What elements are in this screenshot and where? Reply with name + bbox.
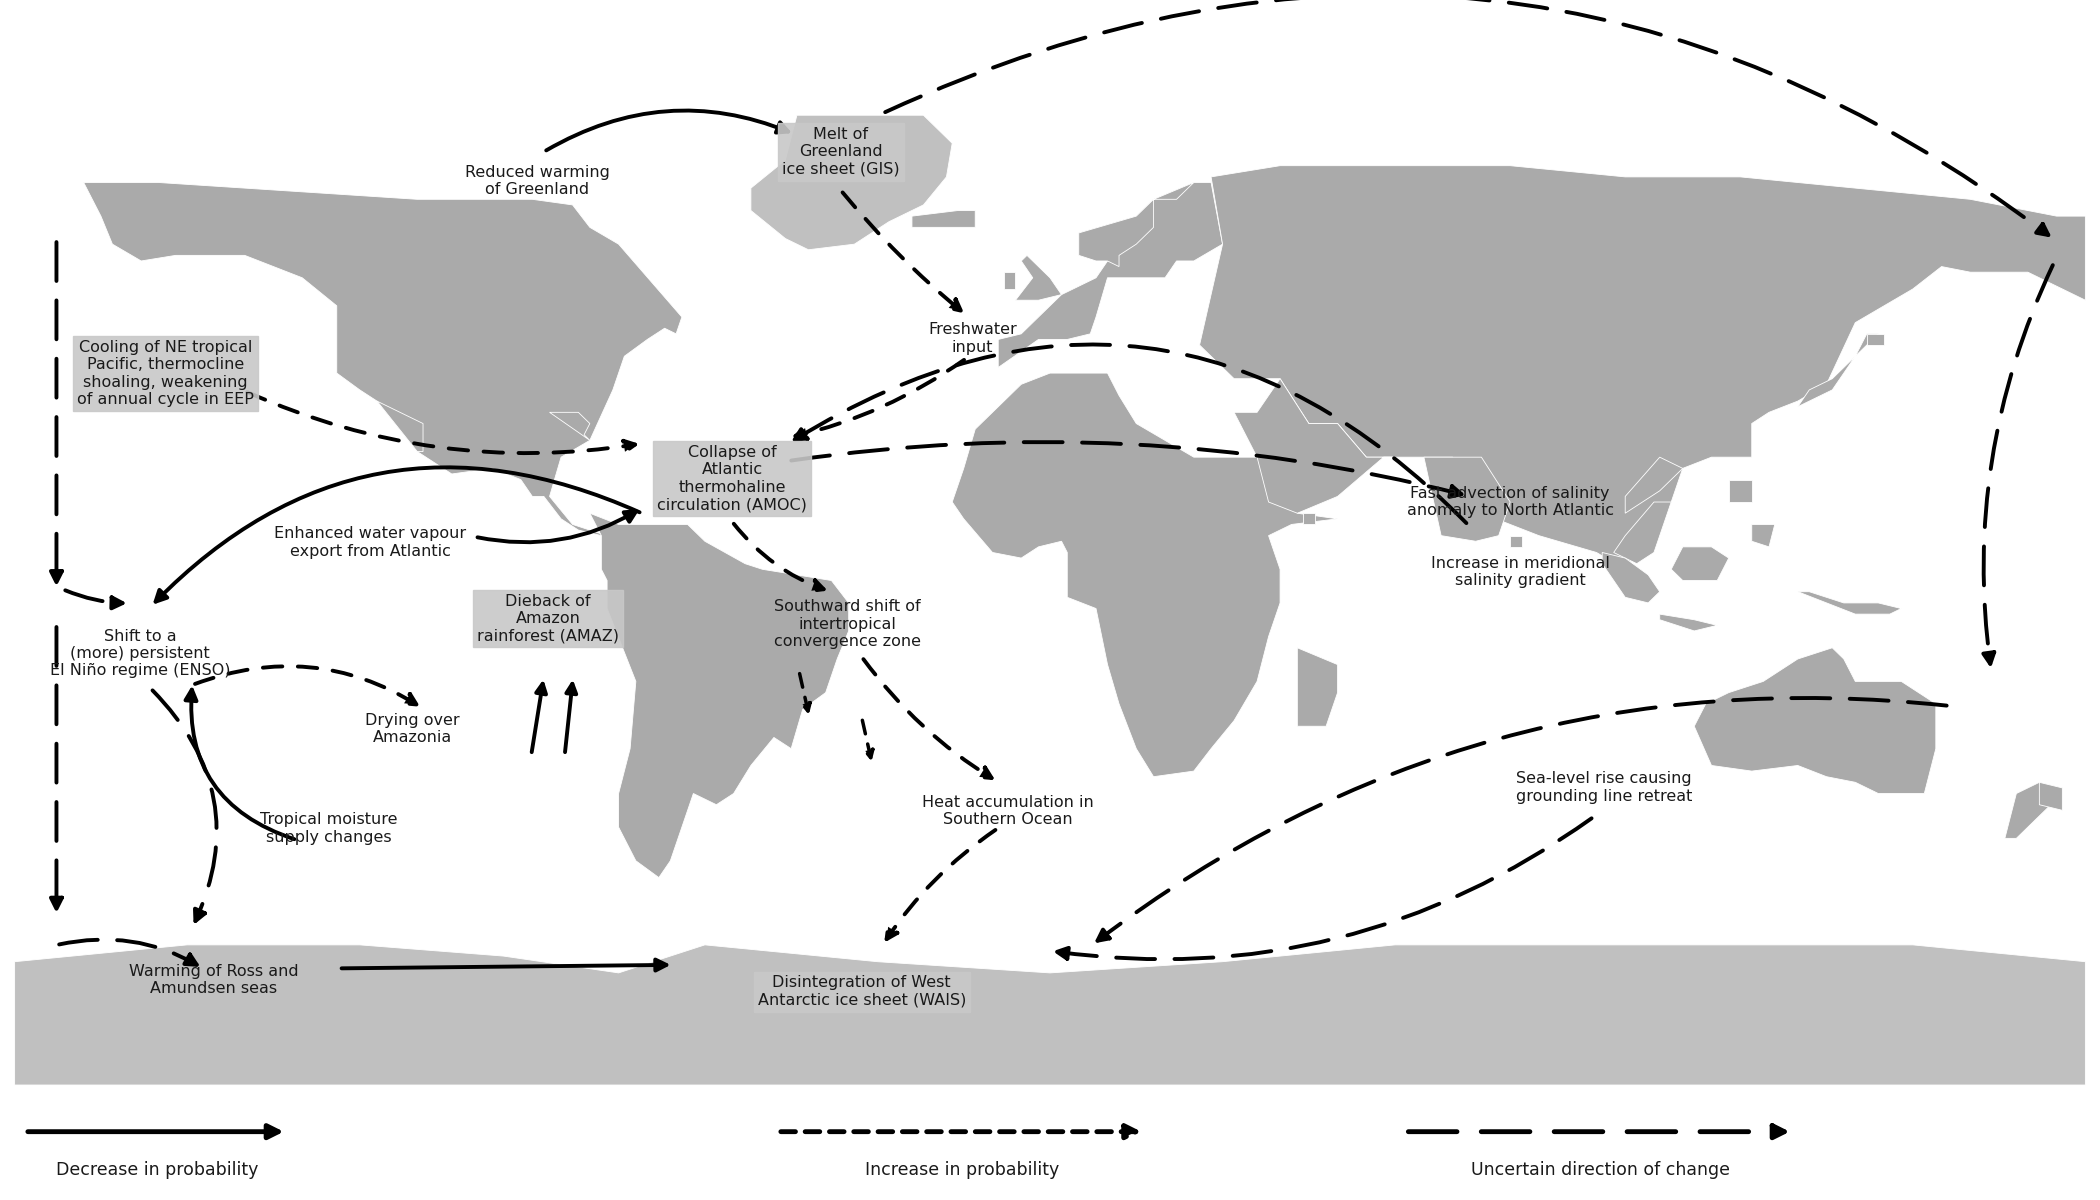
Text: Melt of
Greenland
ice sheet (GIS): Melt of Greenland ice sheet (GIS) (781, 127, 899, 176)
Text: Decrease in probability: Decrease in probability (57, 1160, 258, 1178)
Polygon shape (550, 413, 590, 440)
Polygon shape (1695, 648, 1936, 793)
Text: Reduced warming
of Greenland: Reduced warming of Greenland (464, 164, 609, 197)
Polygon shape (378, 401, 422, 451)
Text: Drying over
Amazonia: Drying over Amazonia (365, 713, 460, 745)
Text: Heat accumulation in
Southern Ocean: Heat accumulation in Southern Ocean (922, 794, 1094, 827)
Polygon shape (1079, 182, 1193, 266)
Polygon shape (84, 182, 683, 535)
Polygon shape (590, 514, 848, 877)
Polygon shape (1424, 457, 1510, 541)
Polygon shape (1672, 547, 1728, 581)
Polygon shape (15, 944, 2085, 1085)
Polygon shape (1199, 166, 2085, 569)
Text: Disintegration of West
Antarctic ice sheet (WAIS): Disintegration of West Antarctic ice she… (758, 976, 966, 1008)
Polygon shape (1004, 272, 1016, 289)
Text: Fast advection of salinity
anomaly to North Atlantic: Fast advection of salinity anomaly to No… (1407, 486, 1613, 518)
Polygon shape (1602, 552, 1659, 602)
Polygon shape (998, 182, 1222, 367)
Polygon shape (1625, 457, 1682, 514)
Polygon shape (1613, 502, 1672, 564)
Text: Increase in probability: Increase in probability (865, 1160, 1058, 1178)
Polygon shape (1235, 379, 1394, 514)
Polygon shape (1298, 648, 1338, 726)
Text: Collapse of
Atlantic
thermohaline
circulation (AMOC): Collapse of Atlantic thermohaline circul… (657, 445, 806, 512)
Text: Southward shift of
intertropical
convergence zone: Southward shift of intertropical converg… (773, 599, 920, 649)
Polygon shape (1867, 334, 1884, 346)
Polygon shape (1798, 592, 1900, 614)
Polygon shape (911, 210, 974, 227)
Text: Tropical moisture
supply changes: Tropical moisture supply changes (260, 812, 397, 845)
Polygon shape (1510, 535, 1522, 547)
Polygon shape (1304, 514, 1315, 524)
Polygon shape (752, 115, 951, 250)
Polygon shape (1798, 334, 1877, 407)
Text: Shift to a
(more) persistent
El Niño regime (ENSO): Shift to a (more) persistent El Niño reg… (50, 629, 231, 678)
Text: Increase in meridional
salinity gradient: Increase in meridional salinity gradient (1432, 556, 1611, 588)
Polygon shape (951, 373, 1338, 776)
Polygon shape (2039, 782, 2062, 810)
Polygon shape (1016, 256, 1060, 300)
Text: Sea-level rise causing
grounding line retreat: Sea-level rise causing grounding line re… (1516, 772, 1693, 804)
Text: Uncertain direction of change: Uncertain direction of change (1470, 1160, 1730, 1178)
Text: Enhanced water vapour
export from Atlantic: Enhanced water vapour export from Atlant… (275, 527, 466, 559)
Polygon shape (1751, 524, 1774, 547)
Text: Warming of Ross and
Amundsen seas: Warming of Ross and Amundsen seas (128, 964, 298, 996)
Polygon shape (1659, 614, 1718, 631)
Text: Freshwater
input: Freshwater input (928, 323, 1016, 355)
Polygon shape (1728, 480, 1751, 502)
Text: Cooling of NE tropical
Pacific, thermocline
shoaling, weakening
of annual cycle : Cooling of NE tropical Pacific, thermocl… (78, 340, 254, 407)
Polygon shape (2006, 782, 2052, 839)
Text: Dieback of
Amazon
rainforest (AMAZ): Dieback of Amazon rainforest (AMAZ) (477, 594, 620, 643)
